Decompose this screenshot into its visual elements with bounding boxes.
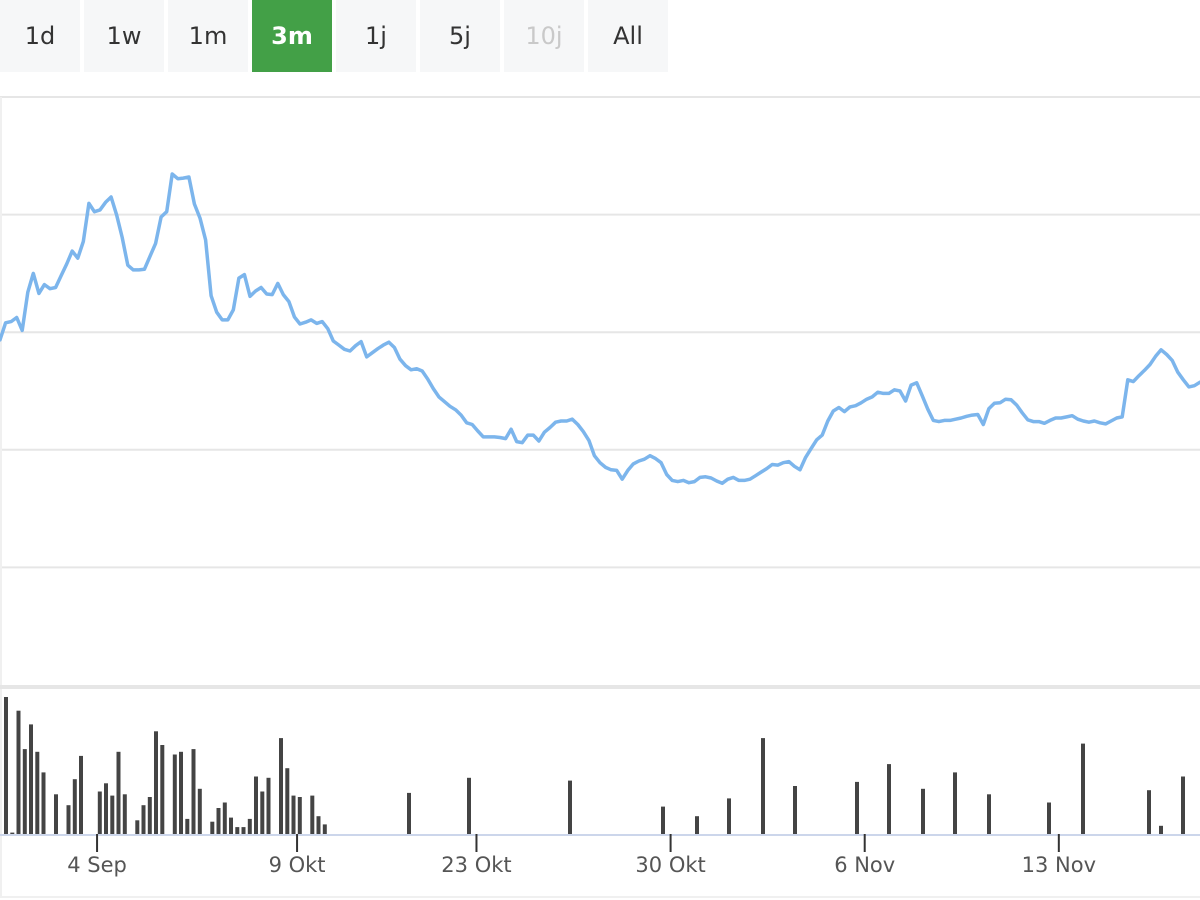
volume-bar (793, 786, 797, 834)
grid-lines (0, 96, 1200, 569)
volume-bar (695, 816, 699, 834)
x-tick-label: 6 Nov (834, 853, 895, 877)
volume-bar (66, 805, 71, 834)
volume-bar (160, 745, 165, 834)
volume-bar (216, 808, 221, 834)
volume-bar (229, 817, 233, 834)
volume-bar (322, 824, 327, 834)
volume-bar (953, 772, 957, 834)
x-axis: 4 Sep 9 Okt 23 Okt 30 Okt 6 Nov 13 Nov (0, 834, 1200, 877)
volume-bar (116, 751, 121, 834)
volume-bar (35, 751, 40, 834)
volume-bar (97, 791, 102, 834)
volume-bar (141, 805, 146, 834)
volume-bar (1081, 743, 1085, 834)
volume-bar (247, 818, 252, 834)
volume-bar (254, 776, 258, 834)
x-tick-label: 30 Okt (635, 853, 705, 877)
range-button-1w[interactable]: 1w (84, 0, 164, 72)
volume-bar (1047, 802, 1051, 834)
volume-bar (887, 764, 891, 834)
volume-bar (54, 794, 58, 834)
volume-bar (761, 738, 765, 834)
volume-bar (285, 768, 290, 834)
volume-bar (222, 802, 227, 834)
volume-bar (41, 772, 46, 834)
volume-bar (29, 724, 33, 834)
volume-bar (987, 794, 991, 834)
volume-bar (260, 791, 265, 834)
price-line (0, 172, 1200, 486)
volume-bar (568, 780, 572, 834)
volume-bar (661, 806, 665, 834)
volume-bar (310, 795, 315, 834)
volume-series (4, 697, 1185, 835)
volume-bar (855, 781, 859, 834)
volume-bar (197, 788, 202, 834)
volume-bar (10, 832, 15, 834)
range-button-all[interactable]: All (588, 0, 668, 72)
range-button-5j[interactable]: 5j (420, 0, 500, 72)
pane-separator (0, 685, 1200, 689)
volume-bar (1181, 776, 1185, 834)
volume-bar (210, 821, 215, 834)
volume-bar (4, 697, 8, 834)
volume-bar (179, 751, 183, 834)
range-button-1m[interactable]: 1m (168, 0, 248, 72)
volume-bar (297, 797, 302, 834)
volume-bar (185, 818, 190, 834)
volume-bar (104, 783, 108, 834)
volume-bar (154, 731, 158, 835)
x-tick-label: 13 Nov (1022, 853, 1096, 877)
volume-bar (79, 755, 83, 834)
range-button-3m[interactable]: 3m (252, 0, 332, 72)
volume-bar (921, 788, 925, 834)
volume-bar (467, 777, 471, 834)
volume-bar (266, 777, 271, 834)
volume-bar (147, 797, 152, 834)
volume-bar (22, 749, 27, 834)
volume-bar (291, 795, 296, 834)
volume-bar (1159, 825, 1163, 834)
range-button-1d[interactable]: 1d (0, 0, 80, 72)
volume-bar (172, 754, 177, 834)
volume-bar (110, 795, 115, 834)
x-tick-label: 4 Sep (67, 853, 127, 877)
volume-bar (135, 820, 140, 834)
chart-frame (0, 97, 1200, 898)
volume-bar (1147, 790, 1151, 834)
volume-bar (316, 816, 321, 834)
volume-bar (191, 749, 196, 834)
range-button-10j: 10j (504, 0, 584, 72)
volume-bar (279, 738, 283, 834)
x-tick-label: 23 Okt (441, 853, 511, 877)
volume-bar (727, 798, 731, 834)
price-series (0, 172, 1200, 486)
volume-bar (16, 710, 21, 834)
volume-bar (122, 794, 127, 834)
range-button-1j[interactable]: 1j (336, 0, 416, 72)
volume-bar (235, 827, 240, 834)
volume-bar (241, 827, 246, 834)
volume-bar (72, 779, 77, 834)
range-selector: 1d 1w 1m 3m 1j 5j 10j All (0, 0, 668, 72)
volume-bar (407, 792, 411, 834)
x-tick-label: 9 Okt (269, 853, 326, 877)
